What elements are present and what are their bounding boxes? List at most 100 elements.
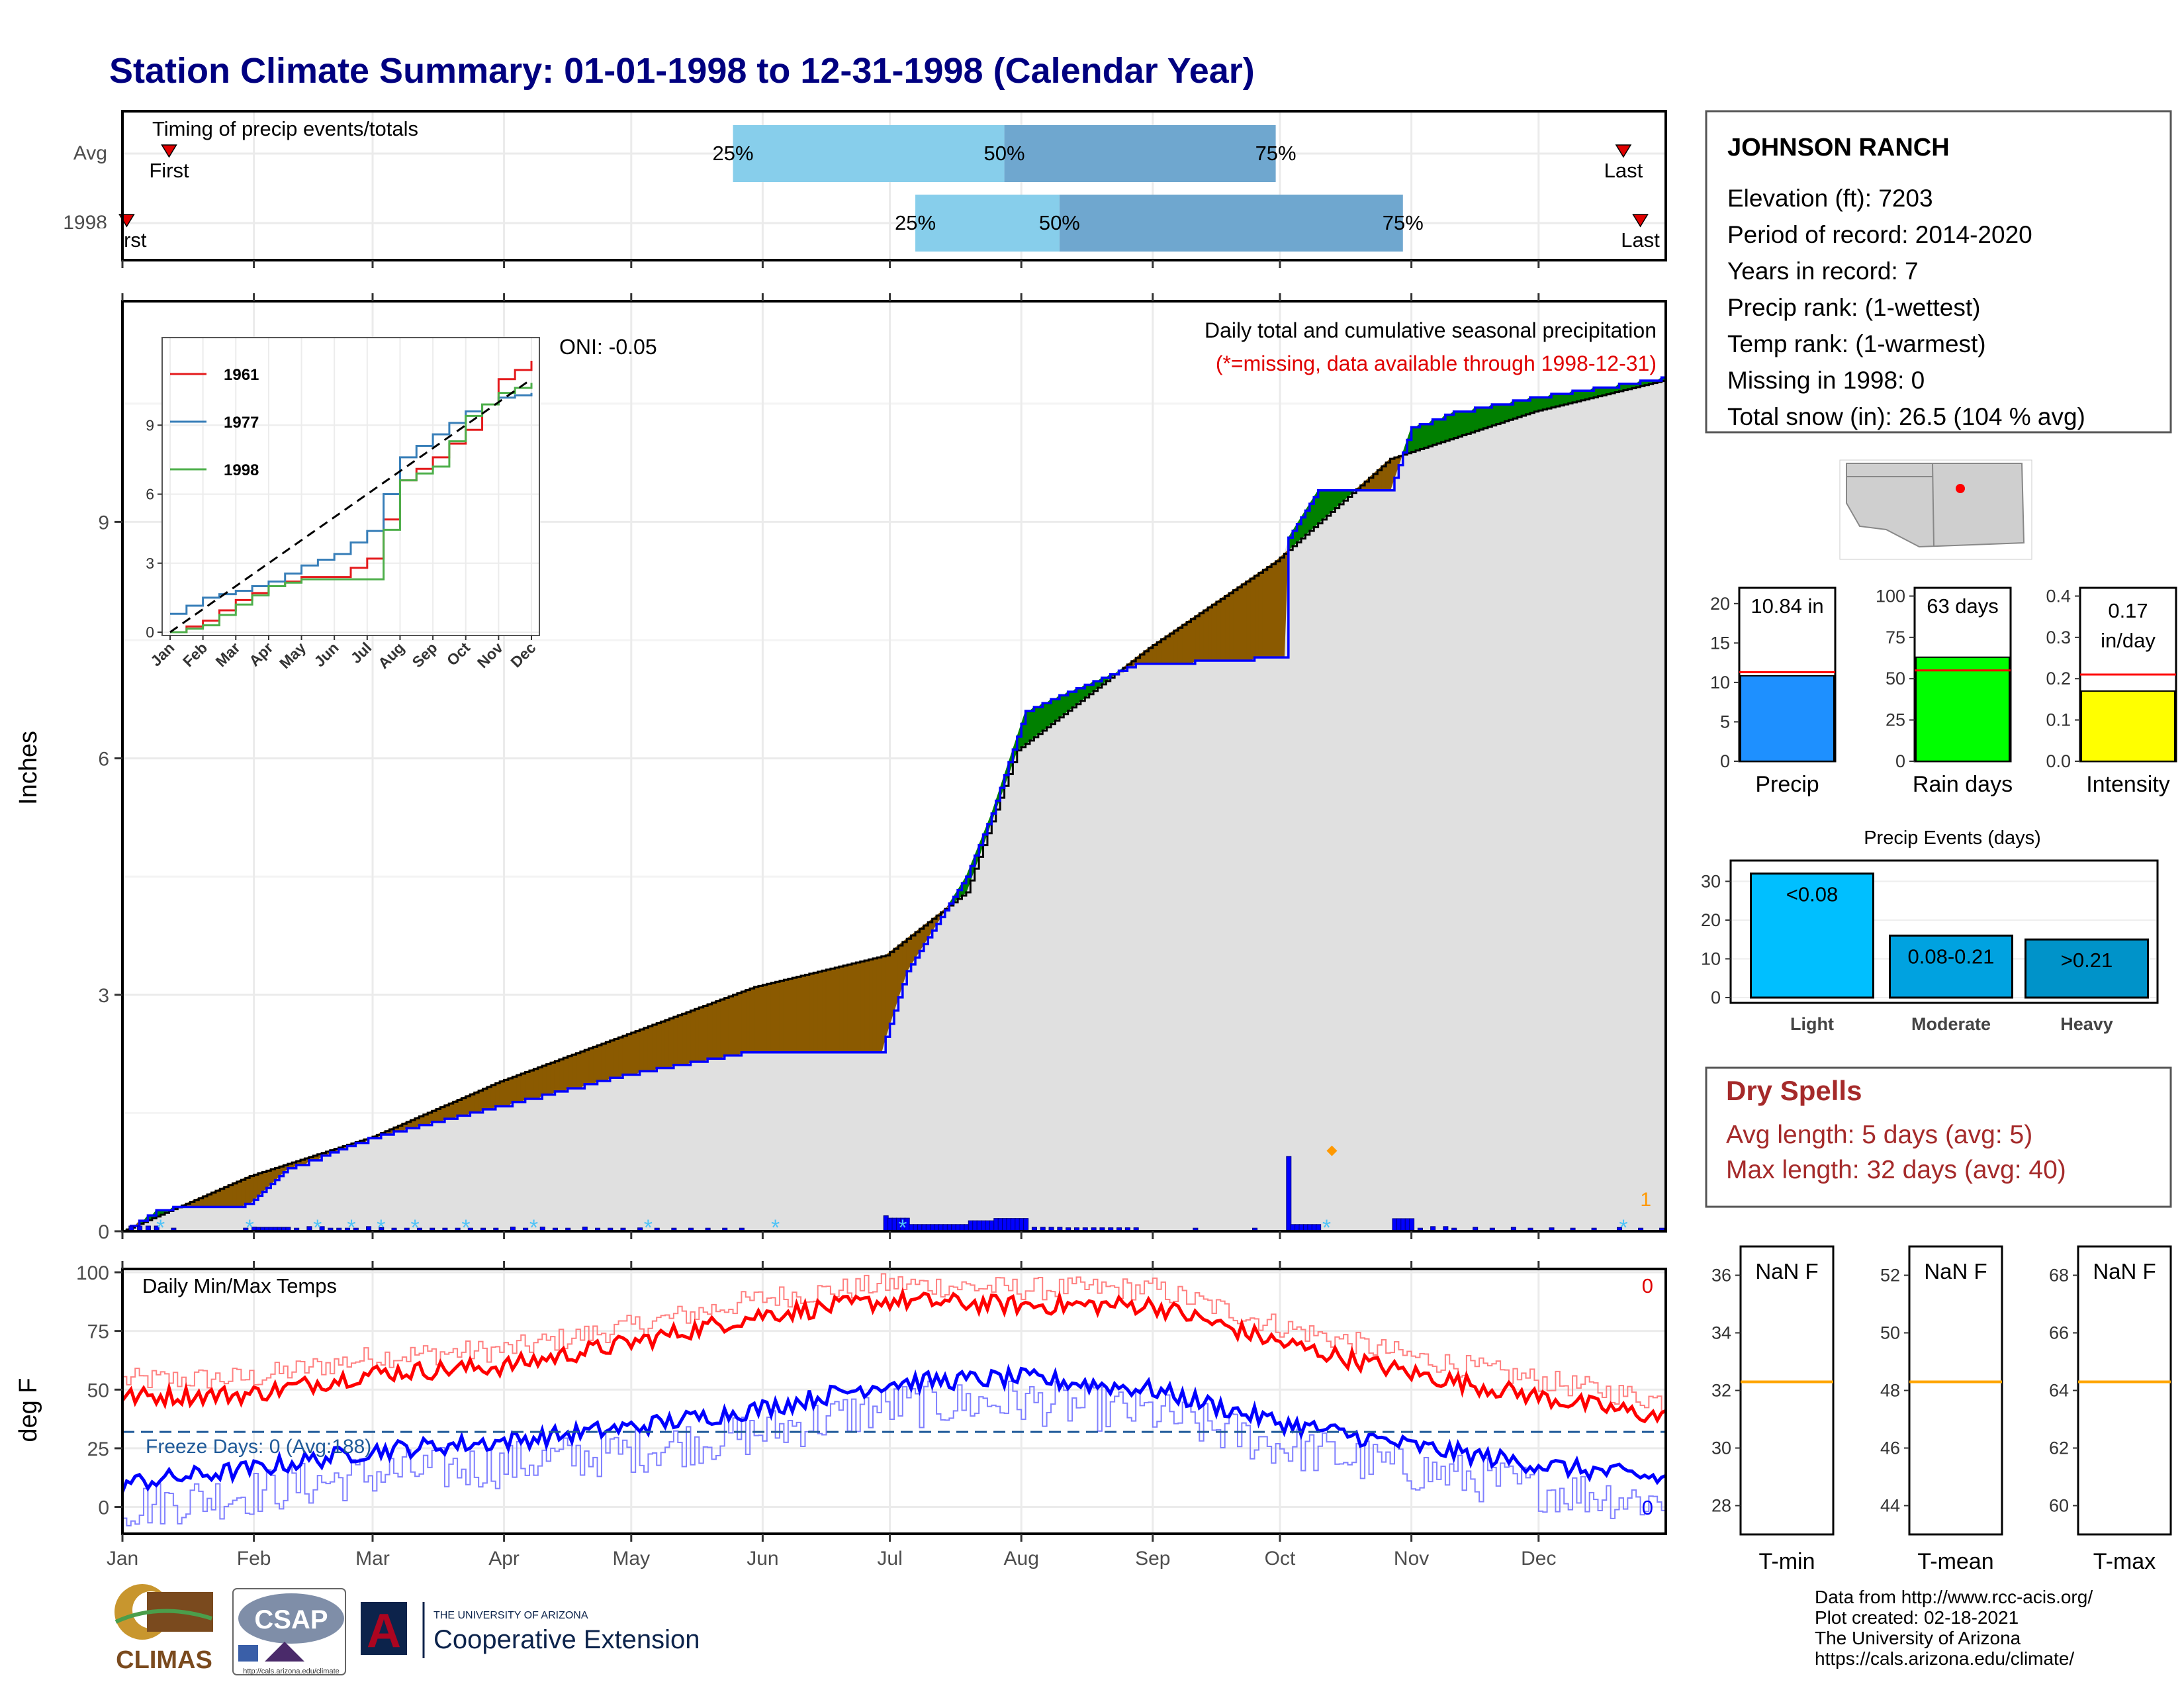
precip-anomaly-fill bbox=[825, 968, 831, 1053]
temp-box-ytick-label: 68 bbox=[2049, 1266, 2069, 1286]
precip-anomaly-fill bbox=[847, 962, 852, 1053]
precip-anomaly-fill bbox=[1262, 566, 1268, 658]
temp-box-ytick-label: 32 bbox=[1711, 1381, 1731, 1401]
timing-last-marker bbox=[1615, 144, 1632, 158]
precip-anomaly-fill bbox=[635, 1029, 641, 1076]
precip-anomaly-fill bbox=[741, 989, 747, 1053]
daily-precip-bar bbox=[1286, 1156, 1292, 1232]
timing-iqr-upper bbox=[1059, 195, 1403, 252]
summary-bar-label-bg bbox=[1916, 589, 2009, 619]
temp-ytick-label: 100 bbox=[76, 1262, 109, 1284]
precip-anomaly-fill bbox=[1220, 595, 1226, 661]
precip-anomaly-fill bbox=[749, 986, 755, 1053]
timing-last-label: Last bbox=[1604, 159, 1643, 182]
summary-bar-value: 63 days bbox=[1927, 594, 1999, 618]
precip-anomaly-fill bbox=[668, 1016, 674, 1069]
temp-boxes: NaN F 28 30 32 34 36 T-min NaN F 44 46 48 50 52 T-mea… bbox=[1711, 1245, 2172, 1574]
precip-anomaly-fill bbox=[563, 1055, 569, 1092]
precip-anomaly-fill bbox=[588, 1046, 594, 1085]
precip-anomaly-fill bbox=[754, 985, 759, 1053]
temp-ylabel: deg F bbox=[15, 1378, 42, 1442]
precip-anomaly-fill bbox=[821, 969, 827, 1053]
daily-precip-bar bbox=[1409, 1218, 1415, 1232]
dry-spells-title: Dry Spells bbox=[1726, 1075, 1862, 1106]
precip-events-chart: Precip Events (days) 0 10 20 30 <0.08 Light 0.… bbox=[1701, 827, 2159, 1034]
precip-anomaly-fill bbox=[643, 1025, 649, 1072]
precip-anomaly-fill bbox=[1254, 572, 1259, 658]
summary-bar-name: Rain days bbox=[1913, 772, 2013, 797]
precip-anomaly-fill bbox=[876, 956, 882, 1053]
station-info-box: JOHNSON RANCH Elevation (ft): 7203 Perio… bbox=[1705, 110, 2172, 434]
temp-box-ytick-label: 62 bbox=[2049, 1438, 2069, 1458]
precip-anomaly-fill bbox=[1211, 601, 1217, 661]
precip-anomaly-fill bbox=[1246, 578, 1251, 661]
precip-anomaly-fill bbox=[1517, 400, 1522, 418]
summary-bar-rain-days bbox=[1915, 656, 2010, 762]
precip-anomaly-fill bbox=[631, 1030, 636, 1075]
timing-last-label: Last bbox=[1621, 228, 1660, 252]
precip-anomaly-fill bbox=[580, 1049, 585, 1090]
precip-anomaly-fill bbox=[1496, 404, 1501, 425]
temp-min-count: 0 bbox=[1642, 1496, 1653, 1519]
footer-line: https://cals.arizona.edu/climate/ bbox=[1815, 1648, 2074, 1669]
precip-anomaly-fill bbox=[830, 967, 835, 1053]
inset-legend-label: 1977 bbox=[224, 414, 259, 432]
precip-anomaly-fill bbox=[728, 994, 734, 1056]
precip-anomaly-fill bbox=[614, 1037, 619, 1078]
precip-anomaly-fill bbox=[762, 983, 768, 1053]
precip-anomaly-fill bbox=[520, 1071, 526, 1103]
timing-first-label: First bbox=[149, 159, 189, 182]
precip-anomaly-fill bbox=[1258, 569, 1263, 658]
precip-anomaly-fill bbox=[800, 974, 805, 1053]
footer-line: Plot created: 02-18-2021 bbox=[1815, 1607, 2019, 1628]
precip-anomaly-fill bbox=[626, 1032, 632, 1075]
temp-min-record-line bbox=[122, 1380, 1666, 1526]
station-line: Elevation (ft): 7203 bbox=[1727, 185, 1933, 212]
temp-box-ytick-label: 52 bbox=[1880, 1266, 1900, 1286]
year-cumulative-line bbox=[122, 376, 1667, 1233]
temp-max-record-line bbox=[122, 1273, 1666, 1411]
precip-anomaly-fill bbox=[839, 964, 844, 1053]
temp-box-ytick-label: 48 bbox=[1880, 1381, 1900, 1401]
precip-anomaly-fill bbox=[1271, 560, 1277, 658]
temp-box-ytick-label: 28 bbox=[1711, 1496, 1731, 1516]
temp-box-ytick-label: 66 bbox=[2049, 1323, 2069, 1343]
csap-logo-text: CSAP bbox=[254, 1605, 328, 1634]
events-ytick-label: 20 bbox=[1701, 910, 1721, 930]
precip-anomaly-fill bbox=[504, 1078, 509, 1107]
summary-bar-ytick-label: 0.4 bbox=[2046, 586, 2071, 606]
precip-anomaly-fill bbox=[554, 1058, 560, 1092]
precip-anomaly-fill bbox=[719, 997, 725, 1060]
precip-anomaly-fill bbox=[703, 1004, 708, 1062]
temp-box-value: NaN F bbox=[1755, 1259, 1818, 1284]
inset-series-1977 bbox=[170, 393, 533, 615]
snow-marker: * bbox=[347, 1215, 355, 1241]
station-line: Missing in 1998: 0 bbox=[1727, 367, 1925, 394]
events-ytick-label: 0 bbox=[1711, 988, 1721, 1008]
precip-anomaly-fill bbox=[541, 1063, 547, 1096]
ua-logo-small-text: THE UNIVERSITY OF ARIZONA bbox=[433, 1610, 588, 1621]
precip-anomaly-fill bbox=[1500, 404, 1506, 424]
footer-credits: Data from http://www.rcc-acis.org/ Plot … bbox=[1815, 1587, 2093, 1669]
temp-box-name: T-max bbox=[2093, 1549, 2156, 1574]
snow-marker: * bbox=[644, 1215, 653, 1241]
precip-anomaly-fill bbox=[1237, 583, 1242, 661]
precip-anomaly-fill bbox=[758, 984, 763, 1053]
precip-anomaly-fill bbox=[724, 996, 729, 1056]
precip-anomaly-fill bbox=[770, 981, 776, 1053]
precip-anomaly-fill bbox=[1279, 553, 1285, 658]
precip-ytick-label: 6 bbox=[98, 749, 109, 771]
timing-pct-label: 25% bbox=[895, 211, 936, 234]
ua-logo: A THE UNIVERSITY OF ARIZONA Cooperative … bbox=[361, 1602, 700, 1658]
inset-ytick-label: 3 bbox=[146, 555, 154, 572]
timing-last-marker bbox=[1632, 214, 1649, 228]
summary-bar-ytick-label: 100 bbox=[1876, 586, 1905, 606]
precip-anomaly-fill bbox=[584, 1048, 590, 1085]
inset-average-line bbox=[169, 378, 532, 633]
precip-anomaly-fill bbox=[605, 1040, 611, 1082]
month-label: Jul bbox=[877, 1548, 902, 1570]
month-label: Jun bbox=[747, 1548, 778, 1570]
precip-anomaly-fill bbox=[809, 972, 814, 1053]
precip-anomaly-fill bbox=[686, 1009, 691, 1066]
temp-box-name: T-min bbox=[1759, 1549, 1815, 1574]
